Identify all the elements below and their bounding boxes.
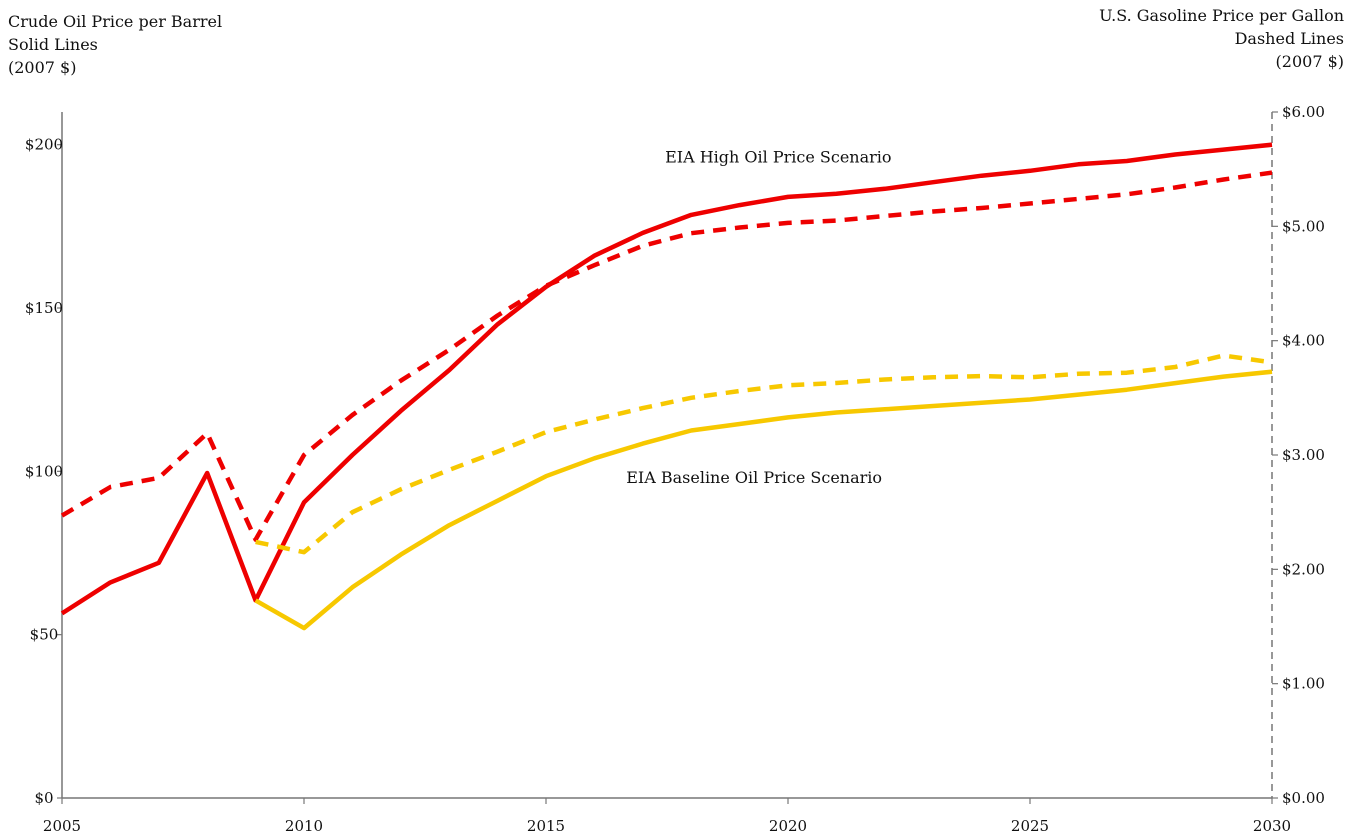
series-line-1 bbox=[60, 170, 1273, 542]
right-tick-label: $5.00 bbox=[1282, 217, 1325, 235]
series-line-2 bbox=[254, 369, 1273, 631]
left-axis-title-line3: (2007 $) bbox=[8, 58, 77, 77]
right-tick-label: $1.00 bbox=[1282, 675, 1325, 693]
left-tick-label: $50 bbox=[30, 626, 59, 644]
x-tick-label: 2025 bbox=[1011, 817, 1049, 835]
series-line-0 bbox=[60, 142, 1273, 616]
right-tick-label: $6.00 bbox=[1282, 103, 1325, 121]
right-tick-label: $0.00 bbox=[1282, 789, 1325, 807]
left-axis-title-line2: Solid Lines bbox=[8, 35, 98, 54]
x-tick-label: 2015 bbox=[527, 817, 565, 835]
left-tick-label: $100 bbox=[25, 462, 63, 480]
x-tick-label: 2005 bbox=[43, 817, 81, 835]
right-tick-label: $2.00 bbox=[1282, 560, 1325, 578]
x-tick-label: 2030 bbox=[1253, 817, 1291, 835]
right-axis-title: U.S. Gasoline Price per Gallon Dashed Li… bbox=[1099, 4, 1344, 73]
right-axis-title-line2: Dashed Lines bbox=[1234, 29, 1344, 48]
left-axis-title-line1: Crude Oil Price per Barrel bbox=[8, 12, 223, 31]
left-tick-label: $0 bbox=[34, 789, 53, 807]
x-tick-label: 2020 bbox=[769, 817, 807, 835]
annotation-1: EIA Baseline Oil Price Scenario bbox=[626, 468, 882, 487]
series-line-3 bbox=[255, 353, 1273, 555]
right-tick-label: $3.00 bbox=[1282, 446, 1325, 464]
left-axis-title: Crude Oil Price per Barrel Solid Lines (… bbox=[8, 10, 222, 79]
left-tick-label: $150 bbox=[25, 299, 63, 317]
right-axis-title-line3: (2007 $) bbox=[1275, 52, 1344, 71]
right-tick-label: $4.00 bbox=[1282, 332, 1325, 350]
x-tick-label: 2010 bbox=[285, 817, 323, 835]
left-tick-label: $200 bbox=[25, 136, 63, 154]
right-axis-title-line1: U.S. Gasoline Price per Gallon bbox=[1099, 6, 1344, 25]
annotation-0: EIA High Oil Price Scenario bbox=[665, 148, 891, 167]
